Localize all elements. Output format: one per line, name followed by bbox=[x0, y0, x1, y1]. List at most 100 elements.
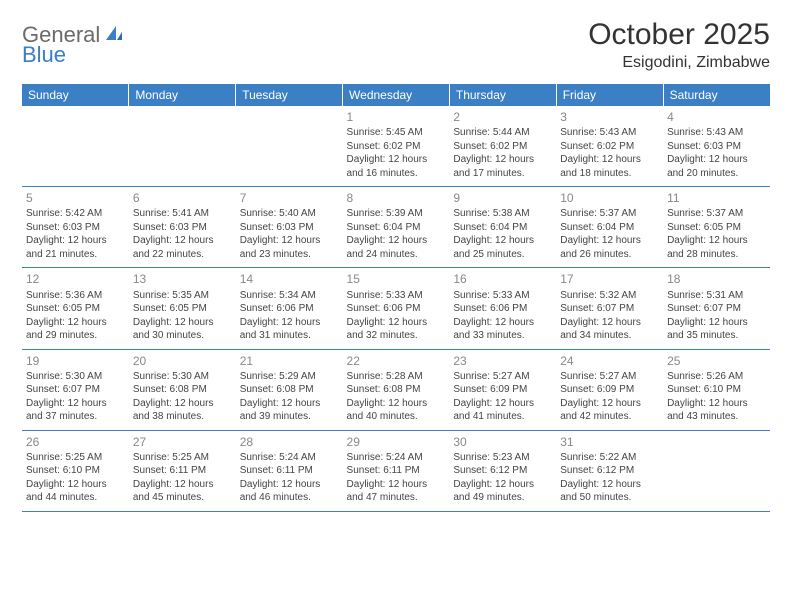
day-info-line: and 44 minutes. bbox=[26, 491, 125, 505]
day-info-line: and 17 minutes. bbox=[453, 167, 552, 181]
day-info-line: Sunrise: 5:44 AM bbox=[453, 126, 552, 140]
day-info-line: Sunrise: 5:37 AM bbox=[560, 207, 659, 221]
day-number: 1 bbox=[347, 109, 446, 125]
day-info-line: and 39 minutes. bbox=[240, 410, 339, 424]
day-info-line: Sunrise: 5:30 AM bbox=[26, 370, 125, 384]
calendar-day-cell: 9Sunrise: 5:38 AMSunset: 6:04 PMDaylight… bbox=[449, 187, 556, 268]
weekday-header: Monday bbox=[129, 84, 236, 106]
weekday-header: Sunday bbox=[22, 84, 129, 106]
calendar-day-cell: 5Sunrise: 5:42 AMSunset: 6:03 PMDaylight… bbox=[22, 187, 129, 268]
day-info-line: and 41 minutes. bbox=[453, 410, 552, 424]
day-info-line: Sunset: 6:11 PM bbox=[240, 464, 339, 478]
day-info-line: and 43 minutes. bbox=[667, 410, 766, 424]
day-info-line: Sunrise: 5:26 AM bbox=[667, 370, 766, 384]
day-info-line: and 32 minutes. bbox=[347, 329, 446, 343]
calendar-day-cell: 11Sunrise: 5:37 AMSunset: 6:05 PMDayligh… bbox=[663, 187, 770, 268]
weekday-header: Wednesday bbox=[343, 84, 450, 106]
day-number: 20 bbox=[133, 353, 232, 369]
day-info-line: Sunset: 6:12 PM bbox=[560, 464, 659, 478]
calendar-day-cell bbox=[129, 106, 236, 187]
calendar-day-cell: 31Sunrise: 5:22 AMSunset: 6:12 PMDayligh… bbox=[556, 430, 663, 511]
day-info-line: Sunset: 6:07 PM bbox=[667, 302, 766, 316]
day-info-line: Sunset: 6:03 PM bbox=[26, 221, 125, 235]
day-info-line: Sunset: 6:03 PM bbox=[133, 221, 232, 235]
day-number: 29 bbox=[347, 434, 446, 450]
day-number: 17 bbox=[560, 271, 659, 287]
day-info-line: Sunset: 6:04 PM bbox=[560, 221, 659, 235]
day-info-line: Sunset: 6:02 PM bbox=[453, 140, 552, 154]
calendar-day-cell: 13Sunrise: 5:35 AMSunset: 6:05 PMDayligh… bbox=[129, 268, 236, 349]
day-info-line: and 33 minutes. bbox=[453, 329, 552, 343]
day-info-line: and 38 minutes. bbox=[133, 410, 232, 424]
calendar-week-row: 26Sunrise: 5:25 AMSunset: 6:10 PMDayligh… bbox=[22, 430, 770, 511]
day-info-line: Sunset: 6:08 PM bbox=[133, 383, 232, 397]
sail-icon bbox=[104, 24, 124, 47]
day-info-line: Daylight: 12 hours bbox=[453, 397, 552, 411]
calendar-table: SundayMondayTuesdayWednesdayThursdayFrid… bbox=[22, 84, 770, 512]
day-info-line: and 31 minutes. bbox=[240, 329, 339, 343]
day-info-line: Daylight: 12 hours bbox=[347, 234, 446, 248]
day-info-line: Daylight: 12 hours bbox=[133, 316, 232, 330]
day-info-line: Daylight: 12 hours bbox=[560, 316, 659, 330]
logo-text-blue: Blue bbox=[22, 42, 66, 67]
day-info-line: Daylight: 12 hours bbox=[453, 153, 552, 167]
calendar-week-row: 12Sunrise: 5:36 AMSunset: 6:05 PMDayligh… bbox=[22, 268, 770, 349]
day-info-line: Daylight: 12 hours bbox=[133, 478, 232, 492]
calendar-day-cell: 20Sunrise: 5:30 AMSunset: 6:08 PMDayligh… bbox=[129, 349, 236, 430]
day-info-line: Daylight: 12 hours bbox=[26, 397, 125, 411]
calendar-day-cell: 18 Sunrise: 5:31 AMSunset: 6:07 PMDayligh… bbox=[663, 268, 770, 349]
day-info-line: and 26 minutes. bbox=[560, 248, 659, 262]
day-info-line: Daylight: 12 hours bbox=[560, 153, 659, 167]
day-info-line: Daylight: 12 hours bbox=[26, 316, 125, 330]
day-info-line: Daylight: 12 hours bbox=[133, 234, 232, 248]
day-info-line: Sunrise: 5:31 AM bbox=[667, 289, 766, 303]
calendar-day-cell: 21Sunrise: 5:29 AMSunset: 6:08 PMDayligh… bbox=[236, 349, 343, 430]
day-info-line: and 30 minutes. bbox=[133, 329, 232, 343]
month-title: October 2025 bbox=[588, 18, 770, 52]
day-info-line: Sunset: 6:08 PM bbox=[347, 383, 446, 397]
day-number: 24 bbox=[560, 353, 659, 369]
calendar-day-cell bbox=[22, 106, 129, 187]
weekday-header: Friday bbox=[556, 84, 663, 106]
day-info-line: Sunrise: 5:32 AM bbox=[560, 289, 659, 303]
calendar-day-cell: 6Sunrise: 5:41 AMSunset: 6:03 PMDaylight… bbox=[129, 187, 236, 268]
day-info-line: Sunrise: 5:27 AM bbox=[560, 370, 659, 384]
day-info-line: Sunrise: 5:30 AM bbox=[133, 370, 232, 384]
day-info-line: Sunset: 6:06 PM bbox=[453, 302, 552, 316]
day-number: 23 bbox=[453, 353, 552, 369]
day-number: 2 bbox=[453, 109, 552, 125]
day-number: 4 bbox=[667, 109, 766, 125]
day-info-line: Daylight: 12 hours bbox=[240, 478, 339, 492]
day-info-line: Sunset: 6:05 PM bbox=[133, 302, 232, 316]
day-info-line: Sunset: 6:03 PM bbox=[240, 221, 339, 235]
day-info-line: Sunrise: 5:38 AM bbox=[453, 207, 552, 221]
day-info-line: Sunset: 6:10 PM bbox=[667, 383, 766, 397]
day-info-line: Sunset: 6:04 PM bbox=[347, 221, 446, 235]
day-info-line: Daylight: 12 hours bbox=[667, 316, 766, 330]
calendar-day-cell: 10Sunrise: 5:37 AMSunset: 6:04 PMDayligh… bbox=[556, 187, 663, 268]
title-block: October 2025 Esigodini, Zimbabwe bbox=[588, 18, 770, 72]
calendar-day-cell: 17Sunrise: 5:32 AMSunset: 6:07 PMDayligh… bbox=[556, 268, 663, 349]
day-info-line: Daylight: 12 hours bbox=[560, 397, 659, 411]
day-info-line: Daylight: 12 hours bbox=[667, 234, 766, 248]
day-number: 18 bbox=[667, 271, 766, 287]
day-info-line: Daylight: 12 hours bbox=[667, 397, 766, 411]
day-info-line: Sunset: 6:11 PM bbox=[133, 464, 232, 478]
day-info-line: Sunset: 6:07 PM bbox=[26, 383, 125, 397]
calendar-day-cell: 19Sunrise: 5:30 AMSunset: 6:07 PMDayligh… bbox=[22, 349, 129, 430]
day-number: 16 bbox=[453, 271, 552, 287]
calendar-day-cell: 15Sunrise: 5:33 AMSunset: 6:06 PMDayligh… bbox=[343, 268, 450, 349]
day-number: 26 bbox=[26, 434, 125, 450]
day-number: 28 bbox=[240, 434, 339, 450]
header: General October 2025 Esigodini, Zimbabwe bbox=[22, 18, 770, 72]
day-info-line: and 46 minutes. bbox=[240, 491, 339, 505]
day-info-line: Daylight: 12 hours bbox=[347, 153, 446, 167]
weekday-header: Tuesday bbox=[236, 84, 343, 106]
day-number: 15 bbox=[347, 271, 446, 287]
calendar-day-cell bbox=[663, 430, 770, 511]
day-info-line: and 25 minutes. bbox=[453, 248, 552, 262]
day-number: 27 bbox=[133, 434, 232, 450]
calendar-week-row: 5Sunrise: 5:42 AMSunset: 6:03 PMDaylight… bbox=[22, 187, 770, 268]
day-info-line: Daylight: 12 hours bbox=[667, 153, 766, 167]
day-info-line: and 24 minutes. bbox=[347, 248, 446, 262]
